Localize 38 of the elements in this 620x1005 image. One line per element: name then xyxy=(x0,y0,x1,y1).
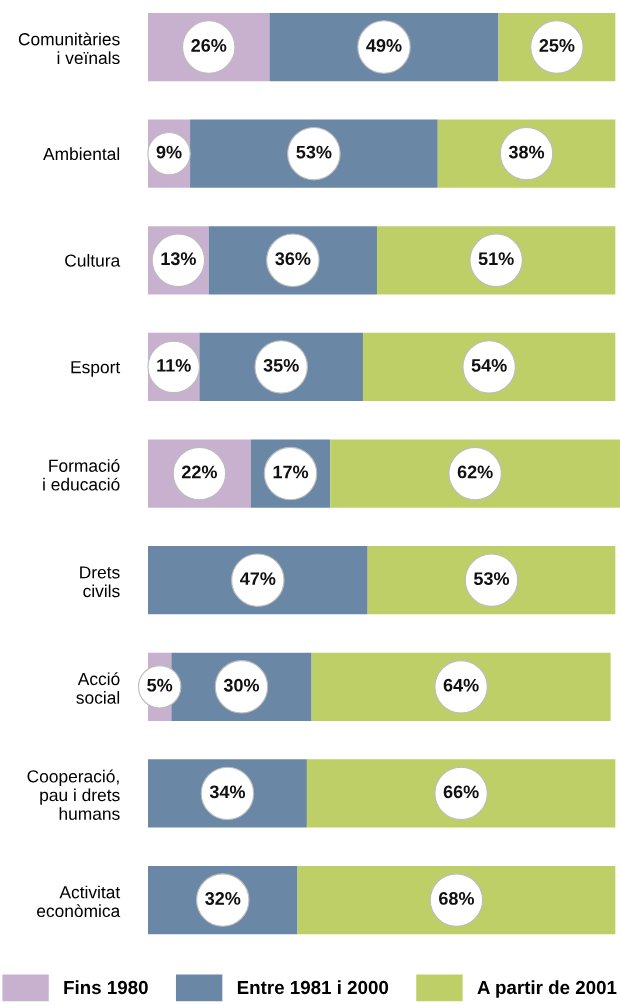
data-label: 26% xyxy=(191,39,227,52)
bar xyxy=(297,865,616,935)
data-label: 47% xyxy=(240,572,276,585)
data-label: 25% xyxy=(539,39,575,52)
data-label: 54% xyxy=(471,358,507,372)
y-tick-label: Ambiental xyxy=(43,147,120,161)
y-tick-label: Acció social xyxy=(76,672,120,704)
data-label: 34% xyxy=(209,785,246,799)
data-label: 32% xyxy=(205,892,241,905)
legend-label: A partir de 2001 xyxy=(477,980,617,998)
y-tick-label: Esport xyxy=(71,361,121,377)
y-tick-label: Drets civils xyxy=(80,566,120,598)
data-label: 38% xyxy=(508,145,545,159)
y-tick-label: Formació i educació xyxy=(43,458,120,491)
data-label: 30% xyxy=(223,678,260,692)
data-label: 5% xyxy=(147,678,173,692)
data-label: 17% xyxy=(273,465,309,479)
data-label: 62% xyxy=(457,465,493,479)
data-label: 9% xyxy=(156,145,182,159)
data-label: 22% xyxy=(181,465,217,479)
data-label: 13% xyxy=(161,252,196,266)
legend-label: Entre 1981 i 2000 xyxy=(237,980,389,995)
legend-label: Fins 1980 xyxy=(64,980,148,995)
y-tick-label: Cultura xyxy=(65,253,121,267)
data-label: 53% xyxy=(296,145,332,159)
data-label: 11% xyxy=(157,358,191,372)
data-label: 49% xyxy=(366,39,402,52)
y-tick-label: Activitat econòmica xyxy=(37,885,121,918)
data-label: 64% xyxy=(443,678,479,692)
data-label: 68% xyxy=(439,892,475,905)
data-label: 53% xyxy=(473,572,510,586)
data-label: 51% xyxy=(478,252,514,266)
y-tick-label: Comunitàries i veïnals xyxy=(18,32,120,65)
y-tick-label: Cooperació, pau i drets humans xyxy=(27,769,120,820)
data-label: 35% xyxy=(263,358,299,372)
data-label: 36% xyxy=(275,252,311,266)
data-label: 66% xyxy=(443,785,479,799)
bar xyxy=(306,759,616,828)
